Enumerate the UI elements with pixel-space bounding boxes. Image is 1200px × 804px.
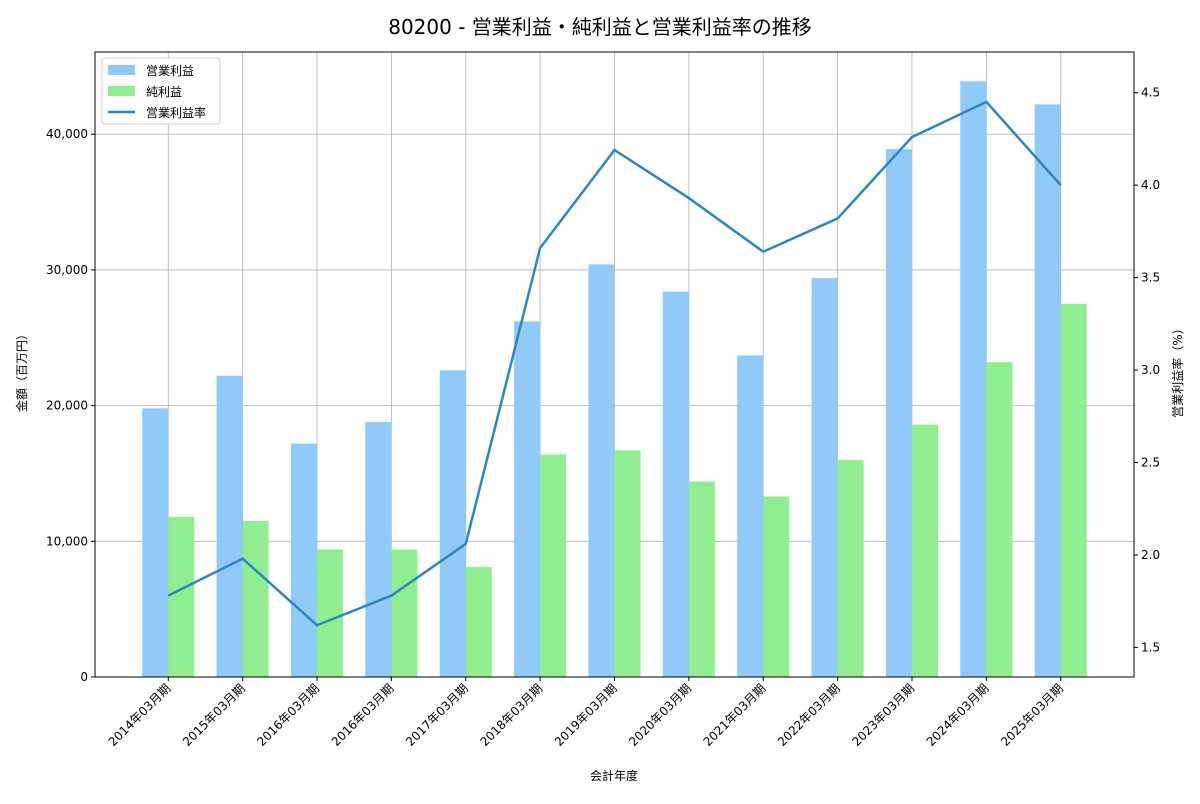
legend-label: 営業利益 bbox=[146, 64, 194, 78]
bar-net-profit bbox=[168, 517, 194, 677]
x-tick-label: 2021年03月期 bbox=[701, 681, 769, 749]
legend-swatch bbox=[108, 65, 135, 75]
y2-tick-label: 3.5 bbox=[1141, 271, 1160, 285]
y2-tick-label: 2.0 bbox=[1141, 548, 1160, 562]
bar-operating-profit bbox=[142, 408, 168, 677]
x-axis-label: 会計年度 bbox=[590, 768, 638, 783]
y-tick-label: 40,000 bbox=[46, 127, 88, 141]
bar-net-profit bbox=[912, 425, 938, 677]
bar-operating-profit bbox=[960, 81, 986, 677]
x-tick-label: 2025年03月期 bbox=[998, 681, 1066, 749]
y-axis-label: 金額（百万円） bbox=[14, 328, 29, 412]
bar-net-profit bbox=[838, 460, 864, 677]
bar-operating-profit bbox=[1035, 104, 1061, 677]
y-tick-label: 30,000 bbox=[46, 263, 88, 277]
x-tick-label: 2016年03月期 bbox=[254, 681, 322, 749]
x-tick-label: 2015年03月期 bbox=[180, 681, 248, 749]
bar-operating-profit bbox=[291, 444, 317, 677]
x-tick-label: 2019年03月期 bbox=[552, 681, 620, 749]
bar-operating-profit bbox=[663, 292, 689, 677]
x-tick-label: 2022年03月期 bbox=[775, 681, 843, 749]
bar-net-profit bbox=[391, 549, 417, 677]
bar-operating-profit bbox=[737, 355, 763, 677]
bar-net-profit bbox=[615, 450, 641, 677]
bar-net-profit bbox=[540, 454, 566, 677]
y2-tick-label: 1.5 bbox=[1141, 640, 1160, 654]
bar-net-profit bbox=[763, 497, 789, 677]
bar-net-profit bbox=[243, 521, 269, 677]
x-tick-label: 2020年03月期 bbox=[626, 681, 694, 749]
legend-swatch bbox=[108, 86, 135, 96]
bar-net-profit bbox=[466, 567, 492, 677]
bar-net-profit bbox=[689, 482, 715, 677]
bar-operating-profit bbox=[812, 278, 838, 677]
y-tick-label: 20,000 bbox=[46, 399, 88, 413]
x-tick-label: 2017年03月期 bbox=[403, 681, 471, 749]
bar-net-profit bbox=[317, 549, 343, 677]
legend-label: 純利益 bbox=[146, 85, 182, 99]
bar-operating-profit bbox=[365, 422, 391, 677]
bar-operating-profit bbox=[588, 264, 614, 677]
bar-operating-profit bbox=[440, 370, 466, 677]
bar-net-profit bbox=[986, 362, 1012, 677]
x-tick-label: 2016年03月期 bbox=[329, 681, 397, 749]
y-tick-label: 0 bbox=[80, 670, 88, 684]
y-tick-label: 10,000 bbox=[46, 534, 88, 548]
bar-net-profit bbox=[1061, 304, 1087, 677]
y2-tick-label: 3.0 bbox=[1141, 363, 1160, 377]
x-tick-label: 2018年03月期 bbox=[477, 681, 545, 749]
x-tick-label: 2023年03月期 bbox=[849, 681, 917, 749]
y2-tick-label: 4.0 bbox=[1141, 178, 1160, 192]
bar-operating-profit bbox=[886, 149, 912, 677]
bar-operating-profit bbox=[514, 321, 540, 677]
x-tick-label: 2014年03月期 bbox=[106, 681, 174, 749]
y2-axis-label: 営業利益率（%） bbox=[1170, 322, 1185, 417]
y2-tick-label: 2.5 bbox=[1141, 456, 1160, 470]
bar-operating-profit bbox=[217, 376, 243, 677]
y2-tick-label: 4.5 bbox=[1141, 86, 1160, 100]
chart-title: 80200 - 営業利益・純利益と営業利益率の推移 bbox=[388, 15, 812, 39]
legend-label: 営業利益率 bbox=[146, 105, 206, 120]
x-tick-label: 2024年03月期 bbox=[924, 681, 992, 749]
